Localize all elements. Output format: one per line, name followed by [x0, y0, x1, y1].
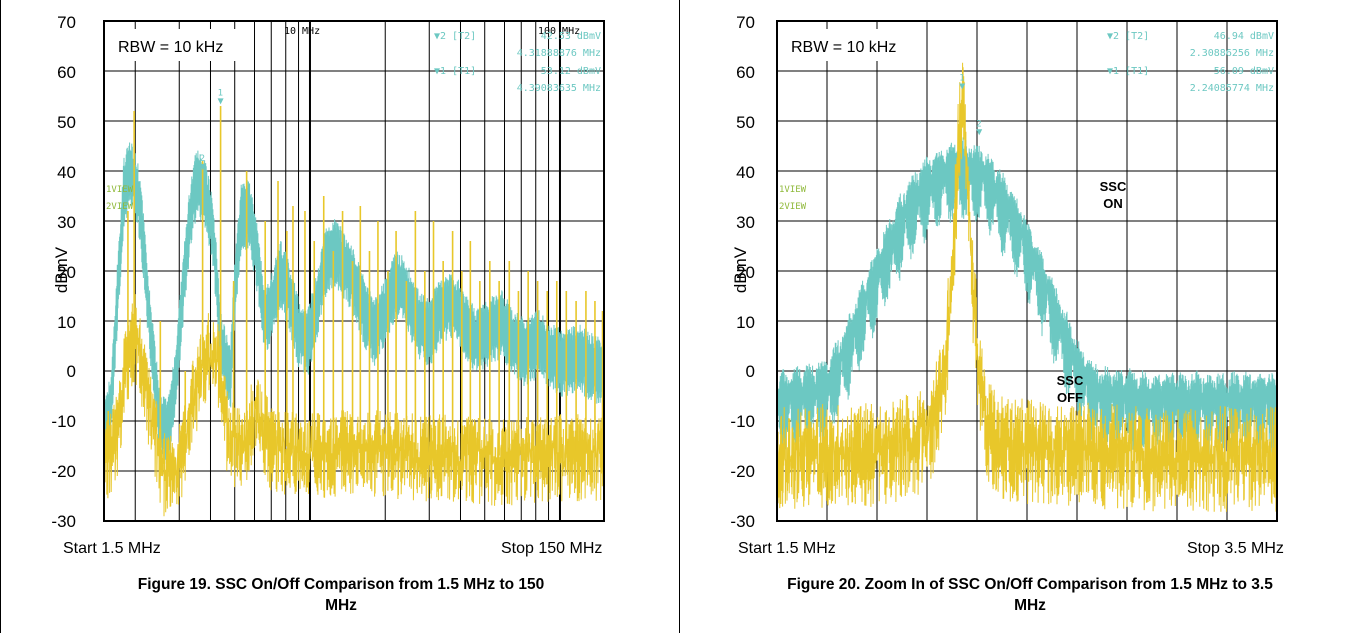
y-tick-label: 20 — [736, 263, 755, 282]
y-tick-label: 70 — [736, 13, 755, 32]
ssc-off-annotation: SSC — [1057, 373, 1084, 388]
marker-readout-name: ▼2 [T2] — [1107, 31, 1149, 42]
trace-label: 1VIEW — [779, 185, 807, 195]
ssc-on-annotation: ON — [1103, 196, 1123, 211]
marker-readout-value: 42.53 dBmV — [541, 31, 601, 42]
y-tick-label: 50 — [57, 113, 76, 132]
y-tick-label: 0 — [66, 362, 76, 381]
marker-label: 1 — [959, 74, 964, 84]
y-tick-label: 40 — [57, 163, 76, 182]
axis-annotation: 10 MHz — [284, 26, 320, 37]
plot-area: 10 MHz 100 MHz 1 2 RBW = 10 kHz ▼2 [T2] 42.53 … — [103, 20, 605, 522]
trace-label: 1VIEW — [106, 185, 134, 195]
y-tick-label: 20 — [57, 263, 76, 282]
chart-panel-left: 70 60 50 40 30 20 10 0 -10 -20 -30 dBmV … — [0, 0, 680, 633]
y-tick-label: -10 — [51, 412, 76, 431]
rbw-label-box — [782, 29, 922, 61]
y-tick-label: -30 — [730, 512, 755, 531]
marker-triangle — [976, 129, 983, 136]
y-tick-label: -30 — [51, 512, 76, 531]
y-tick-label: -20 — [730, 462, 755, 481]
y-tick-label: 0 — [745, 362, 755, 381]
series-line — [776, 137, 1278, 457]
marker-triangle — [959, 83, 966, 90]
figure-caption: Figure 20. Zoom In of SSC On/Off Compari… — [787, 576, 1273, 614]
marker-readout-name: ▼2 [T2] — [434, 31, 476, 42]
x-start-label: Start 1.5 MHz — [738, 540, 836, 557]
series-line — [776, 62, 1278, 512]
marker-readout-name: ▼1 [T1] — [434, 66, 476, 77]
y-tick-label: 10 — [736, 313, 755, 332]
rbw-label: RBW = 10 kHz — [118, 39, 223, 56]
marker-readout-freq: 2.30886256 MHz — [1190, 48, 1274, 59]
marker-readout-value: 56.09 dBmV — [1214, 66, 1274, 77]
marker-triangle — [199, 164, 206, 170]
trace-label: 2VIEW — [106, 202, 134, 212]
y-tick-label: -10 — [730, 412, 755, 431]
x-stop-label: Stop 3.5 MHz — [1187, 540, 1284, 557]
marker-readout-name: ▼1 [T1] — [1107, 66, 1149, 77]
series-line — [103, 294, 605, 517]
y-axis-title: dBmV — [731, 246, 751, 294]
figure-caption: Figure 19. SSC On/Off Comparison from 1.… — [137, 576, 545, 614]
rbw-label-box — [109, 29, 249, 61]
marker-label: 2 — [200, 154, 205, 164]
chart-panel-right: 70 60 50 40 30 20 10 0 -10 -20 -30 dBmV … — [680, 0, 1351, 633]
y-tick-label: 60 — [736, 63, 755, 82]
y-tick-label: 30 — [736, 213, 755, 232]
x-start-label: Start 1.5 MHz — [63, 540, 161, 557]
ssc-on-annotation: SSC — [1100, 179, 1127, 194]
marker-readout-value: 46.94 dBmV — [1214, 31, 1274, 42]
series-line — [103, 142, 605, 467]
y-axis-title: dBmV — [52, 246, 72, 294]
y-tick-label: 40 — [736, 163, 755, 182]
y-tick-label: 50 — [736, 113, 755, 132]
y-tick-label: 10 — [57, 313, 76, 332]
rbw-label: RBW = 10 kHz — [791, 39, 896, 56]
marker-readout-freq: 2.24085774 MHz — [1190, 83, 1274, 94]
marker-label: 1 — [218, 88, 223, 98]
marker-label: 2 — [976, 119, 981, 129]
marker-readout-freq: 4.39083635 MHz — [517, 83, 601, 94]
plot-border — [776, 20, 1278, 522]
y-tick-label: 60 — [57, 63, 76, 82]
axis-annotation: 100 MHz — [538, 26, 580, 37]
plot-area: 1 2 RBW = 10 kHz ▼2 [T2] 46.94 dBmV 2.3088625… — [776, 20, 1278, 522]
marker-readout-value: 53.12 dBmV — [541, 66, 601, 77]
y-tick-label: 30 — [57, 213, 76, 232]
trace-label: 2VIEW — [779, 202, 807, 212]
marker-readout-freq: 4.31888876 MHz — [517, 48, 601, 59]
ssc-off-annotation: OFF — [1057, 390, 1083, 405]
y-tick-label: 70 — [57, 13, 76, 32]
x-stop-label: Stop 150 MHz — [501, 540, 603, 557]
marker-triangle — [217, 98, 224, 105]
y-tick-label: -20 — [51, 462, 76, 481]
plot-border — [103, 20, 605, 522]
